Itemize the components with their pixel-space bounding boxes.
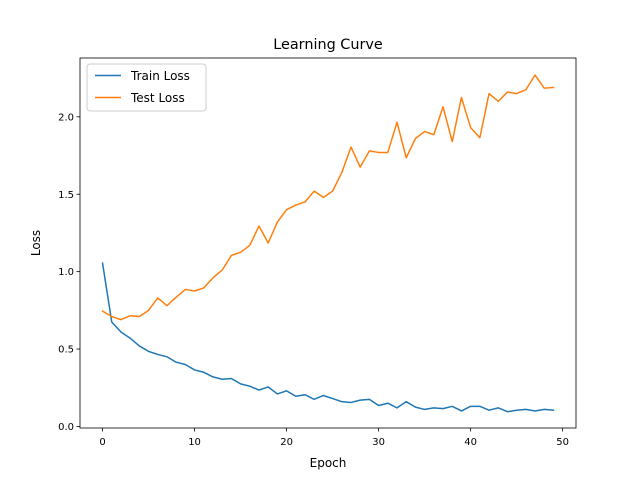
- y-tick-label: 2.0: [58, 112, 74, 123]
- legend: Train Loss Test Loss: [86, 63, 207, 112]
- legend-test-loss-label: Test Loss: [130, 91, 185, 105]
- x-tick-label: 20: [280, 437, 293, 448]
- x-tick-label: 30: [372, 437, 385, 448]
- y-tick-label: 0.5: [58, 345, 74, 356]
- y-tick-label: 0.0: [58, 422, 74, 433]
- x-tick-label: 50: [556, 437, 569, 448]
- y-tick-label: 1.0: [58, 267, 74, 278]
- x-axis-ticks: 0 10 20 30 40 50: [99, 428, 569, 448]
- series-line-test-loss: [101, 74, 555, 321]
- x-tick-label: 10: [188, 437, 201, 448]
- x-tick-label: 0: [99, 437, 105, 448]
- legend-train-loss-label: Train Loss: [130, 69, 190, 83]
- series-line-train-loss: [101, 262, 555, 413]
- plot-area-frame: [79, 57, 577, 429]
- x-tick-label: 40: [464, 437, 477, 448]
- y-tick-label: 1.5: [58, 190, 74, 201]
- y-axis-ticks: 0.0 0.5 1.0 1.5 2.0: [58, 112, 80, 433]
- x-axis-label: Epoch: [310, 456, 347, 470]
- chart-title: Learning Curve: [273, 37, 383, 53]
- series-layer: [101, 74, 555, 413]
- y-axis-label: Loss: [29, 230, 43, 256]
